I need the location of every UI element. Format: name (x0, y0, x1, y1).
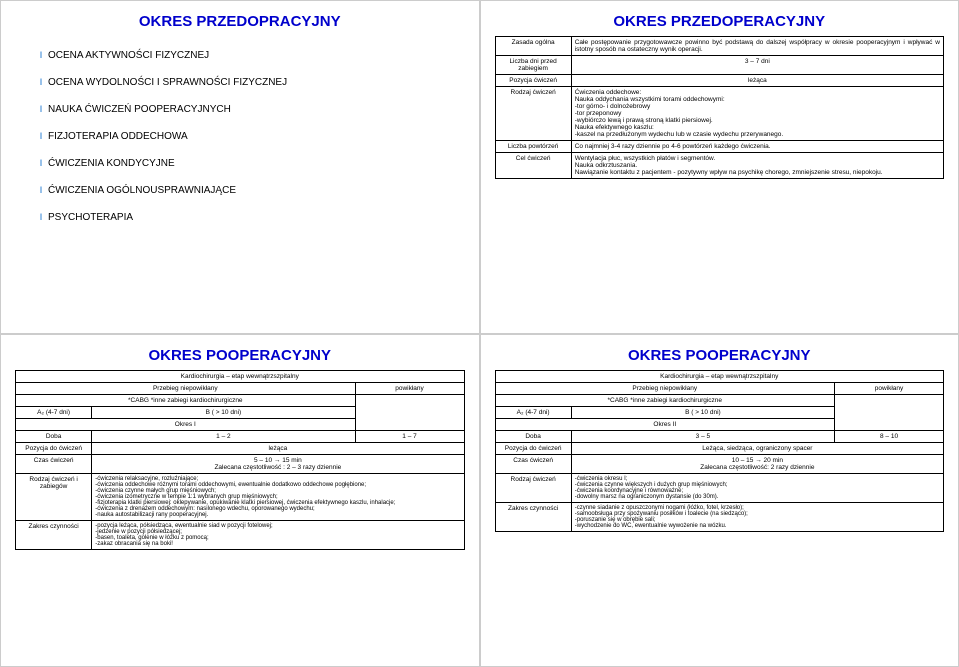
row-label: Rodzaj ćwiczeń (495, 473, 571, 502)
bullet-icon: l (40, 50, 42, 61)
list-text: NAUKA ĆWICZEŃ POOPERACYJNYCH (48, 104, 231, 115)
header: B ( > 10 dni) (92, 406, 355, 418)
header: Przebieg niepowikłany (16, 382, 356, 394)
row-label: Liczba powtórzeń (495, 141, 571, 153)
row-label: Czas ćwiczeń (16, 454, 92, 473)
list-text: OCENA AKTYWNOŚCI FIZYCZNEJ (48, 50, 209, 61)
cell: 8 – 10 (835, 430, 944, 442)
row-label: Doba (495, 430, 571, 442)
list-text: FIZJOTERAPIA ODDECHOWA (48, 131, 188, 142)
blank (355, 394, 464, 430)
slide1-title: OKRES PRZEDOPRACYJNY (15, 13, 465, 30)
row-value: leżąca (571, 75, 943, 87)
bullet-icon: l (40, 185, 42, 196)
slide-3: OKRES POOPERACYJNY Kardiochirurgia – eta… (0, 334, 480, 667)
list-text: ĆWICZENIA OGÓLNOUSPRAWNIAJĄCE (48, 185, 236, 196)
bullet-icon: l (40, 212, 42, 223)
list-item: l ĆWICZENIA OGÓLNOUSPRAWNIAJĄCE (40, 185, 465, 196)
cell: -pozycja leżąca, półsiedząca, ewentualni… (92, 520, 464, 549)
header: Kardiochirurgia – etap wewnątrzszpitalny (495, 370, 944, 382)
header: B ( > 10 dni) (571, 406, 834, 418)
cell: -ćwiczenia relaksacyjne, rozluźniające; … (92, 473, 464, 520)
row-value: Co najmniej 3-4 razy dziennie po 4-6 pow… (571, 141, 943, 153)
list-item: l PSYCHOTERAPIA (40, 212, 465, 223)
list-text: ĆWICZENIA KONDYCYJNE (48, 158, 175, 169)
list-item: l FIZJOTERAPIA ODDECHOWA (40, 131, 465, 142)
slide4-table: Kardiochirurgia – etap wewnątrzszpitalny… (495, 370, 945, 532)
header: Okres II (495, 418, 835, 430)
row-value: 3 – 7 dni (571, 56, 943, 75)
row-label: Pozycja do ćwiczeń (16, 442, 92, 454)
row-label: Rodzaj ćwiczeń (495, 87, 571, 141)
cell: 1 – 7 (355, 430, 464, 442)
cell: Leżąca, siedząca, ograniczony spacer (571, 442, 943, 454)
header: Okres I (16, 418, 356, 430)
row-label: Pozycja ćwiczeń (495, 75, 571, 87)
row-label: Doba (16, 430, 92, 442)
list-item: l OCENA AKTYWNOŚCI FIZYCZNEJ (40, 50, 465, 61)
row-label: Zakres czynności (495, 502, 571, 531)
header: A₂ (4-7 dni) (495, 406, 571, 418)
slide1-list: l OCENA AKTYWNOŚCI FIZYCZNEJ l OCENA WYDOL… (40, 50, 465, 223)
slide2-title: OKRES PRZEDOPERACYJNY (495, 13, 945, 30)
bullet-icon: l (40, 104, 42, 115)
slide2-table: Zasada ogólnaCałe postępowanie przygotow… (495, 36, 945, 179)
slide4-title: OKRES POOPERACYJNY (495, 347, 945, 364)
list-item: l NAUKA ĆWICZEŃ POOPERACYJNYCH (40, 104, 465, 115)
row-label: Cel ćwiczeń (495, 153, 571, 179)
blank (835, 394, 944, 430)
row-value: Całe postępowanie przygotowawcze powinno… (571, 37, 943, 56)
cell: -ćwiczenia okresu I; -ćwiczenia czynne w… (571, 473, 943, 502)
header: *CABG *inne zabiegi kardiochirurgiczne (495, 394, 835, 406)
list-item: l ĆWICZENIA KONDYCYJNE (40, 158, 465, 169)
header: Przebieg niepowikłany (495, 382, 835, 394)
row-label: Pozycja do ćwiczeń (495, 442, 571, 454)
cell: 5 – 10 → 15 min Zalecana częstotliwość :… (92, 454, 464, 473)
slide-4: OKRES POOPERACYJNY Kardiochirurgia – eta… (480, 334, 959, 667)
cell: 3 – 5 (571, 430, 834, 442)
slide3-title: OKRES POOPERACYJNY (15, 347, 465, 364)
bullet-icon: l (40, 77, 42, 88)
slide3-table: Kardiochirurgia – etap wewnątrzszpitalny… (15, 370, 465, 550)
row-label: Liczba dni przed zabiegiem (495, 56, 571, 75)
row-label: Czas ćwiczeń (495, 454, 571, 473)
row-value: Ćwiczenia oddechowe: Nauka oddychania ws… (571, 87, 943, 141)
list-item: l OCENA WYDOLNOŚCI I SPRAWNOŚCI FIZYCZNEJ (40, 77, 465, 88)
slide-2: OKRES PRZEDOPERACYJNY Zasada ogólnaCałe … (480, 0, 959, 334)
row-label: Zasada ogólna (495, 37, 571, 56)
slide-1: OKRES PRZEDOPRACYJNY l OCENA AKTYWNOŚCI F… (0, 0, 480, 334)
row-label: Rodzaj ćwiczeń i zabiegów (16, 473, 92, 520)
bullet-icon: l (40, 158, 42, 169)
cell: 1 – 2 (92, 430, 355, 442)
cell: leżąca (92, 442, 464, 454)
list-text: PSYCHOTERAPIA (48, 212, 133, 223)
header: powikłany (355, 382, 464, 394)
row-value: Wentylacja płuc, wszystkich płatów i seg… (571, 153, 943, 179)
header: *CABG *inne zabiegi kardiochirurgiczne (16, 394, 356, 406)
cell: -czynne siadanie z opuszczonymi nogami (… (571, 502, 943, 531)
header: powikłany (835, 382, 944, 394)
header: A₂ (4-7 dni) (16, 406, 92, 418)
row-label: Zakres czynności (16, 520, 92, 549)
list-text: OCENA WYDOLNOŚCI I SPRAWNOŚCI FIZYCZNEJ (48, 77, 287, 88)
bullet-icon: l (40, 131, 42, 142)
header: Kardiochirurgia – etap wewnątrzszpitalny (16, 370, 465, 382)
cell: 10 – 15 → 20 min Zalecana częstotliwość:… (571, 454, 943, 473)
